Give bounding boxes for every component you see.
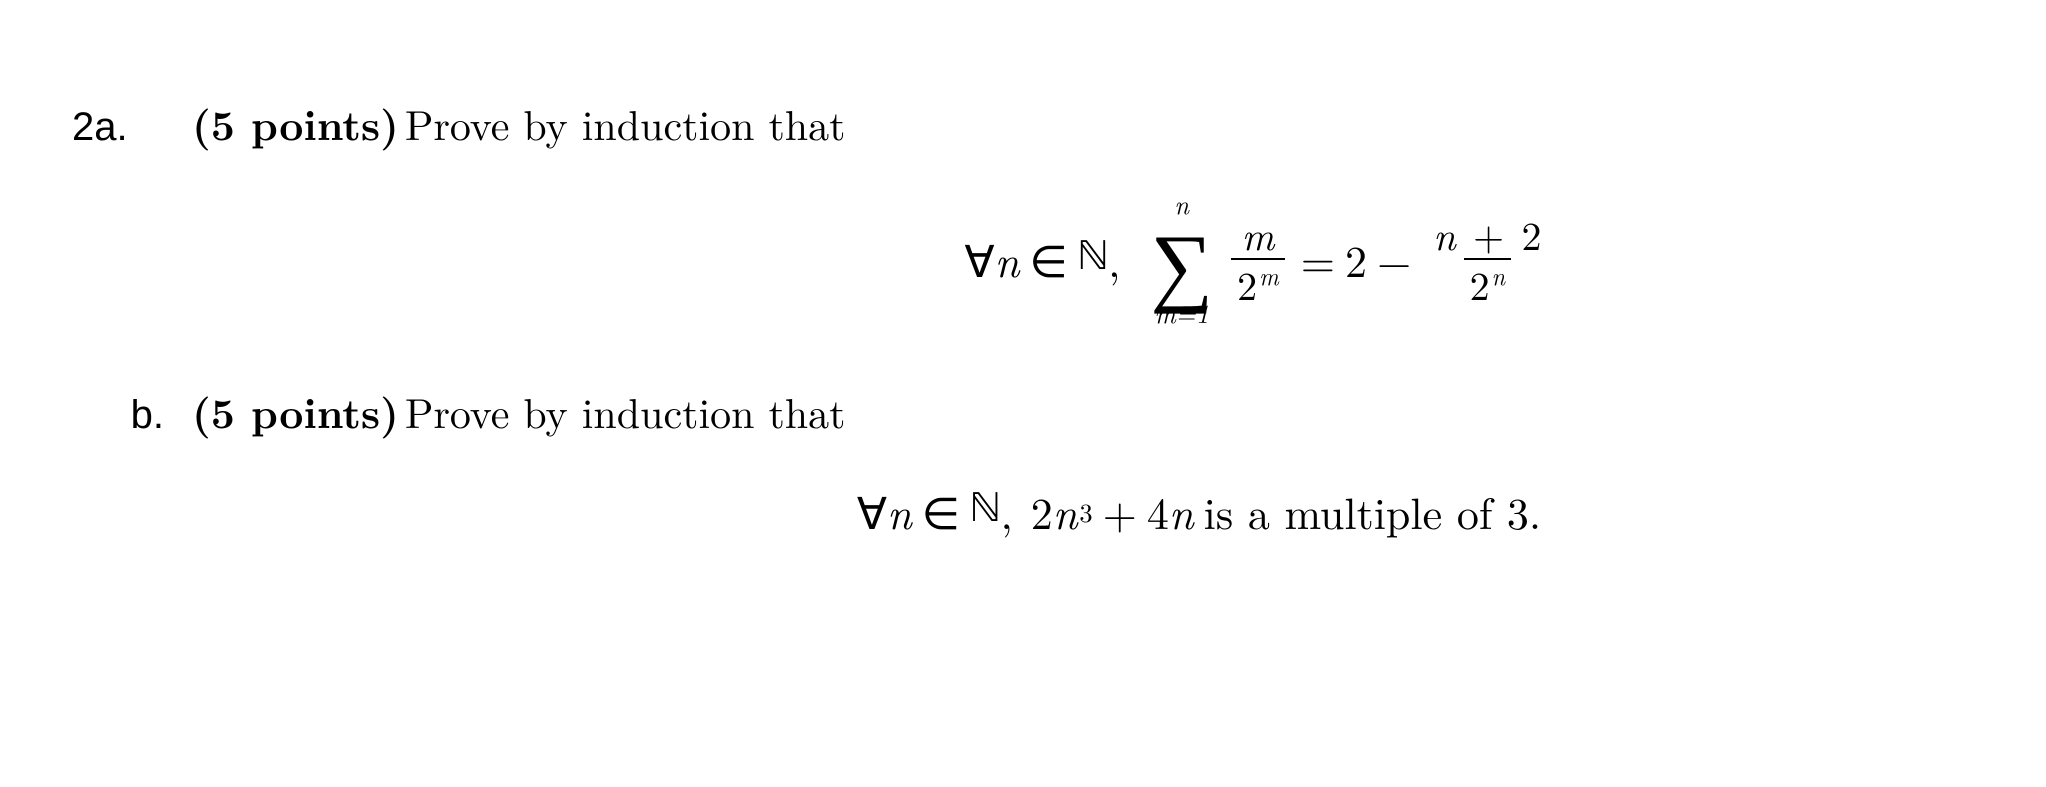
sigma-symbol: ∑ [1150, 219, 1213, 298]
natural-numbers: ℕ [1078, 231, 1108, 286]
page: 2a. (5 points) Prove by induction that ∀… [0, 0, 2046, 787]
equation-2a: ∀ n ∈ ℕ , n ∑ m=1 m 2m = 2 [72, 191, 2046, 326]
frac-left-den-exp: m [1259, 258, 1279, 292]
frac-left-den-base: 2 [1237, 255, 1257, 312]
var-n-lin: n [1169, 479, 1194, 542]
problem-b-stem: Prove by induction that [405, 387, 846, 437]
rhs-constant: 2 [1345, 227, 1367, 290]
coef-4: 4 [1147, 479, 1169, 542]
equation-2a-math: ∀ n ∈ ℕ , n ∑ m=1 m 2m = 2 [965, 191, 1554, 326]
fraction-left: m 2m [1231, 214, 1285, 304]
frac-right-den-base: 2 [1470, 255, 1490, 312]
forall-symbol: ∀ [965, 227, 995, 290]
equation-b-math: ∀ n ∈ ℕ , 2n3 + 4n is a multiple of 3. [857, 479, 1541, 542]
comma: , [1108, 227, 1120, 290]
problem-2a-stem: Prove by induction that [405, 99, 846, 149]
var-n-cubed: n [1053, 479, 1078, 542]
minus-symbol: − [1367, 227, 1421, 290]
var-n: n [995, 227, 1020, 290]
frac-right-num-plus: + [1469, 205, 1508, 262]
frac-left-num: m [1242, 205, 1275, 262]
problem-b-label: b. [72, 391, 192, 439]
frac-right-num-2: 2 [1521, 205, 1541, 262]
sum-lower: m=1 [1154, 300, 1209, 326]
frac-right-den-exp: n [1492, 258, 1506, 292]
forall-symbol-b: ∀ [857, 479, 887, 542]
coef-2: 2 [1031, 479, 1053, 542]
problem-b: b. (5 points) Prove by induction that ∀ … [72, 386, 2046, 542]
problem-2a-points: (5 points) [192, 98, 399, 148]
var-n-b: n [887, 479, 912, 542]
frac-right-num-n: n [1433, 205, 1455, 262]
problem-2a-label: 2a. [72, 103, 192, 151]
problem-b-head: b. (5 points) Prove by induction that [72, 386, 2046, 439]
in-symbol: ∈ [1019, 227, 1077, 290]
plus-symbol-b: + [1093, 479, 1147, 542]
equation-b: ∀ n ∈ ℕ , 2n3 + 4n is a multiple of 3. [72, 479, 2046, 542]
sum-operator: n ∑ m=1 [1150, 191, 1213, 326]
comma-b: , [1000, 479, 1012, 542]
equals-symbol: = [1291, 227, 1345, 290]
tail-text: is a multiple of 3. [1204, 479, 1542, 542]
in-symbol-b: ∈ [912, 479, 970, 542]
problem-2a-head: 2a. (5 points) Prove by induction that [72, 98, 2046, 151]
problem-b-points: (5 points) [192, 386, 399, 436]
fraction-right: n + 2 2n [1427, 214, 1547, 304]
natural-numbers-b: ℕ [970, 483, 1000, 538]
problem-2a: 2a. (5 points) Prove by induction that ∀… [72, 98, 2046, 326]
